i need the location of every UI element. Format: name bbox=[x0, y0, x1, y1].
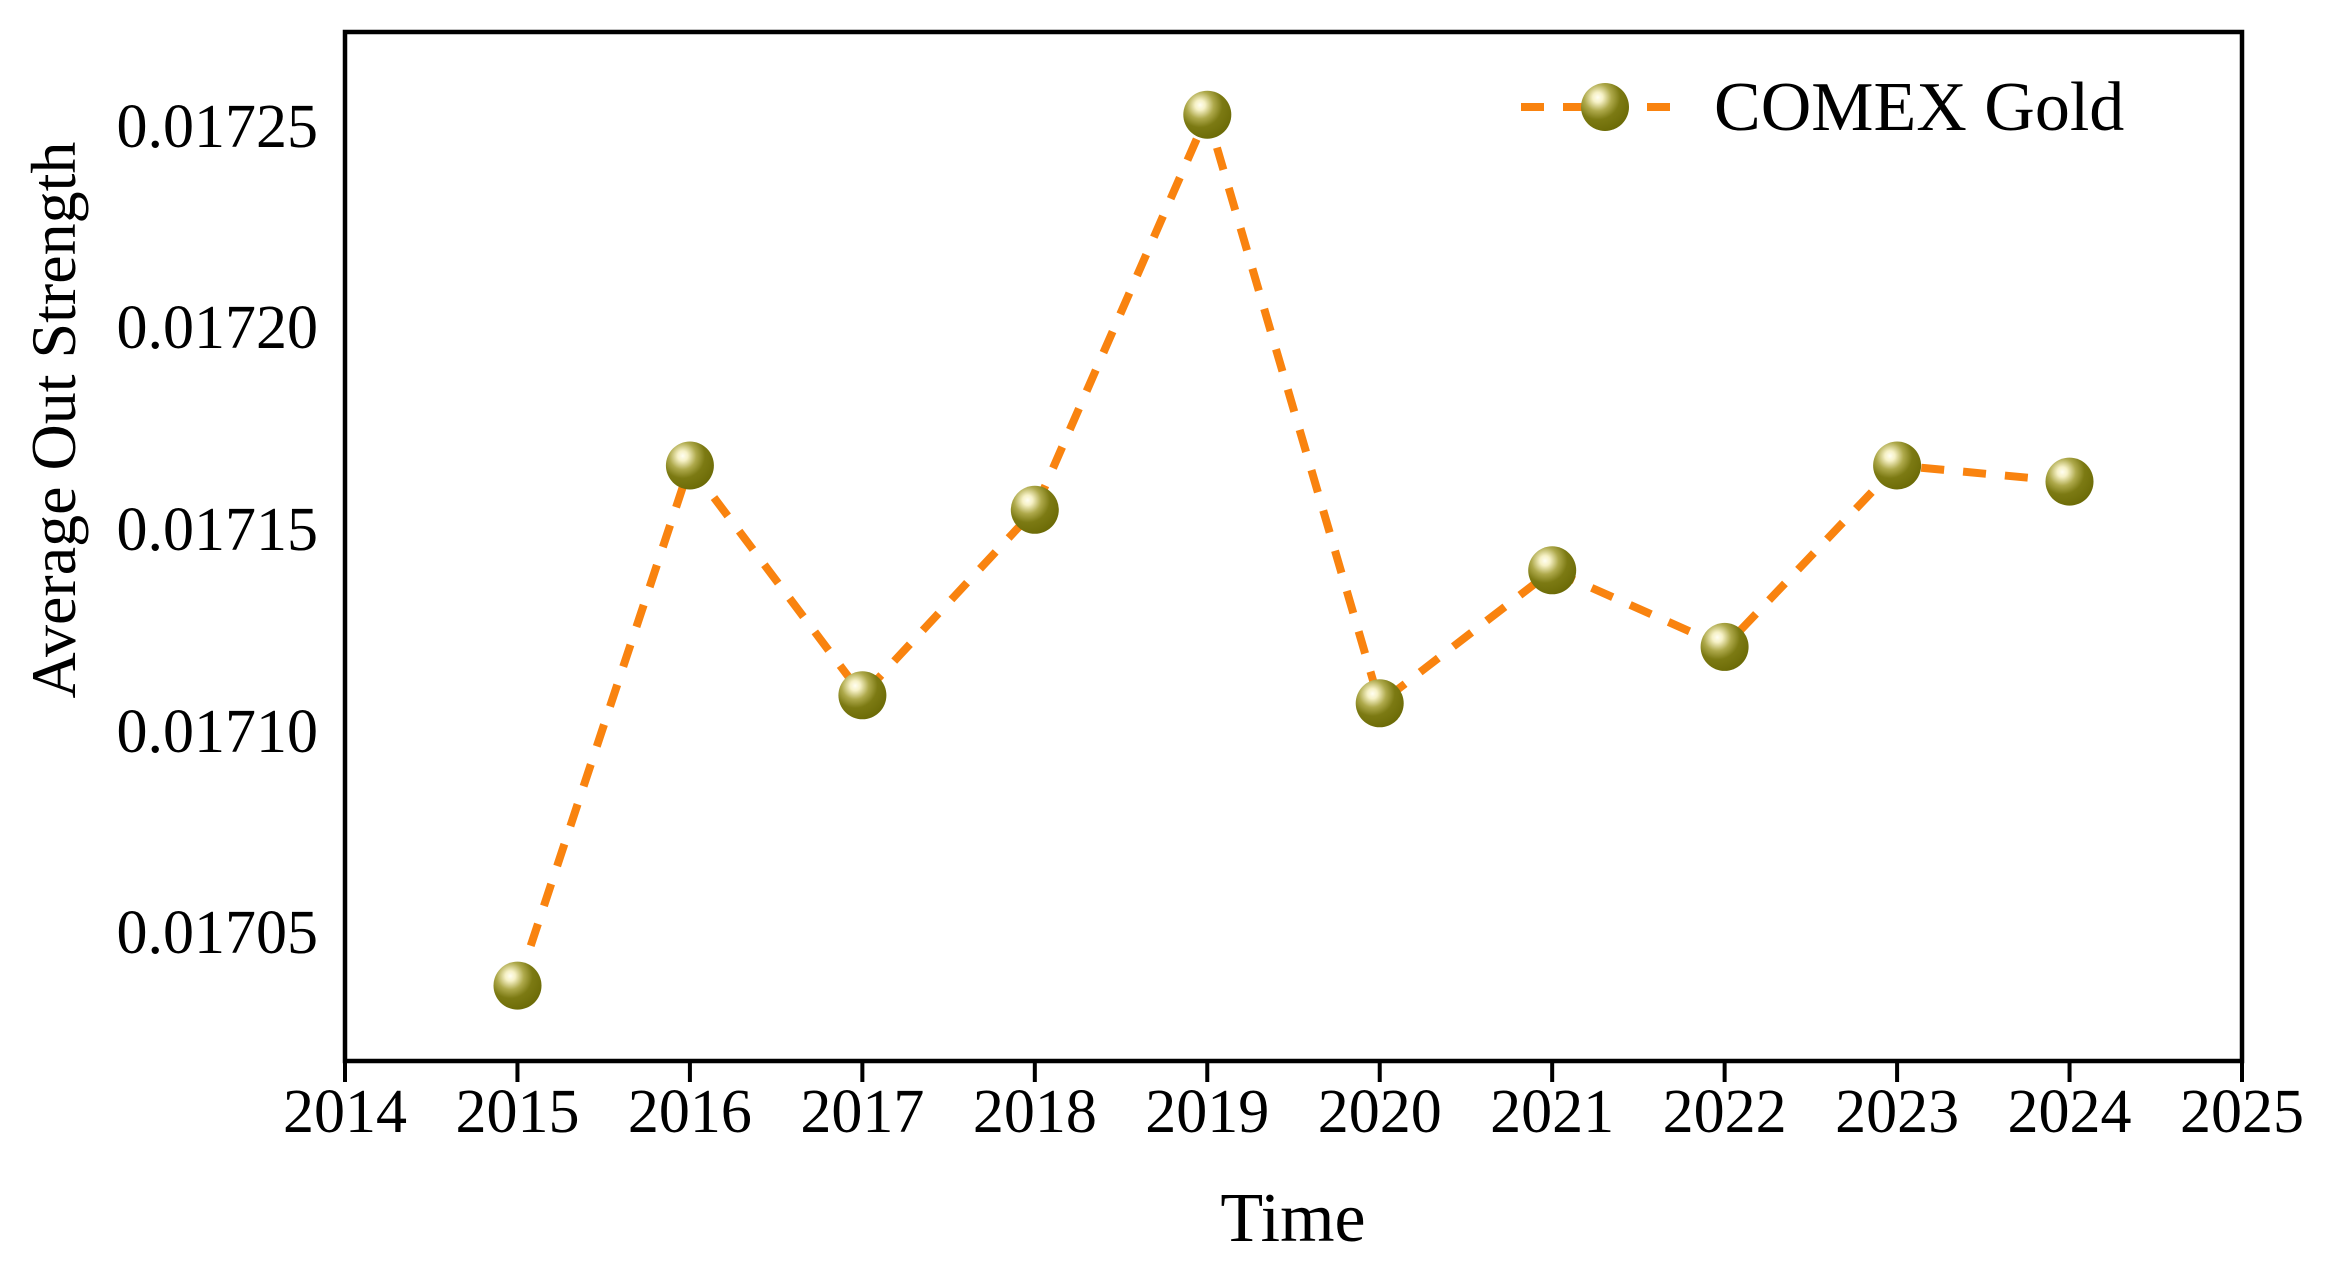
x-tick-label-2022: 2022 bbox=[1662, 1078, 1787, 1146]
x-tick-label-2014: 2014 bbox=[283, 1078, 407, 1146]
x-tick-label-2019: 2019 bbox=[1145, 1078, 1270, 1146]
data-point-2015 bbox=[493, 961, 542, 1010]
x-tick-label-2016: 2016 bbox=[627, 1078, 752, 1146]
data-point-2019 bbox=[1183, 90, 1232, 139]
data-point-2023 bbox=[1873, 441, 1922, 490]
data-point-2018 bbox=[1010, 485, 1059, 534]
x-tick-label-2024: 2024 bbox=[2007, 1078, 2132, 1146]
data-point-2022 bbox=[1700, 622, 1749, 671]
data-point-2016 bbox=[665, 441, 714, 490]
legend-marker-sample bbox=[1581, 83, 1629, 131]
legend-entry-label: COMEX Gold bbox=[1714, 69, 2125, 146]
y-axis-title: Average Out Strength bbox=[18, 141, 89, 699]
x-tick-label-2021: 2021 bbox=[1490, 1078, 1615, 1146]
y-tick-label-0.01725: 0.01725 bbox=[116, 92, 319, 161]
x-axis-title: Time bbox=[1220, 1180, 1366, 1257]
x-tick-label-2025: 2025 bbox=[2180, 1078, 2304, 1146]
x-tick-label-2015: 2015 bbox=[455, 1078, 580, 1146]
data-point-2024 bbox=[2045, 457, 2094, 506]
y-tick-label-0.01705: 0.01705 bbox=[116, 899, 319, 968]
y-tick-label-0.01720: 0.01720 bbox=[116, 294, 319, 363]
series-line-comex-gold bbox=[513, 110, 2070, 987]
x-tick-label-2018: 2018 bbox=[972, 1078, 1097, 1146]
x-tick-label-2020: 2020 bbox=[1317, 1078, 1442, 1146]
plot-border bbox=[342, 29, 2245, 1064]
x-tick-label-2023: 2023 bbox=[1835, 1078, 1960, 1146]
y-tick-label-0.01710: 0.01710 bbox=[116, 697, 319, 766]
y-tick-label-0.01715: 0.01715 bbox=[116, 495, 319, 564]
data-point-2020 bbox=[1355, 679, 1404, 728]
x-tick-label-2017: 2017 bbox=[800, 1078, 925, 1146]
data-point-2021 bbox=[1528, 546, 1577, 595]
data-point-2017 bbox=[838, 671, 887, 720]
